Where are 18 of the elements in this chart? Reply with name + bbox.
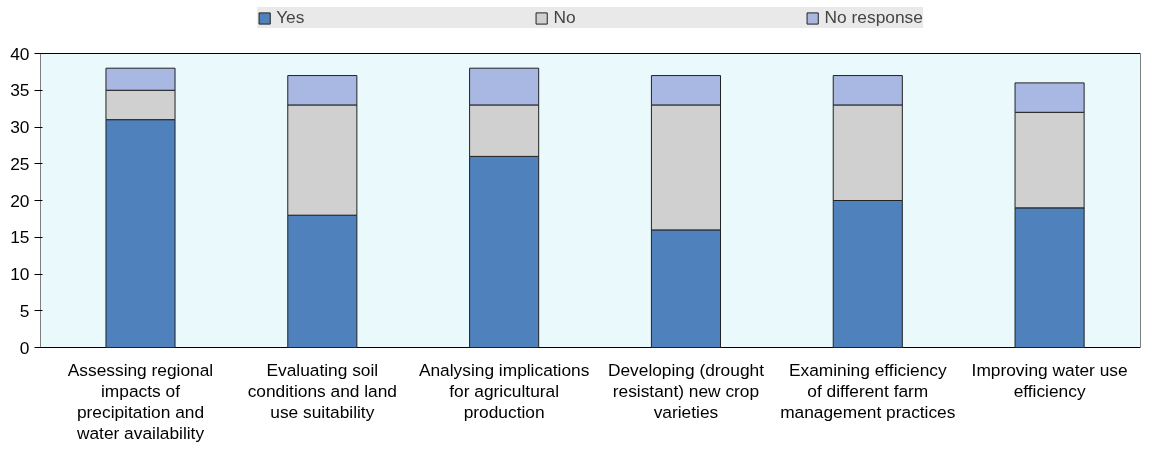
y-tick-label: 0 — [19, 337, 30, 358]
legend-label: Yes — [276, 7, 305, 28]
y-tick-label: 20 — [10, 190, 30, 211]
x-tick-label: Improving water use efficiency — [971, 359, 1128, 401]
x-tick-label: Analysing implications for agricultural production — [418, 359, 590, 422]
x-tick-label: Developing (drought resistant) new crop varieties — [607, 359, 765, 422]
legend-label: No — [553, 7, 576, 28]
y-tick-label: 15 — [10, 227, 30, 248]
y-tick-label: 40 — [10, 43, 30, 64]
y-tick-label: 25 — [10, 153, 30, 174]
x-tick-label: Examining efficiency of different farm management practices — [780, 359, 956, 422]
y-tick-label: 30 — [10, 117, 30, 137]
y-tick-label: 5 — [19, 300, 30, 321]
x-tick-label: Evaluating soil conditions and land use suitability — [247, 359, 397, 422]
legend-label: No response — [824, 7, 923, 28]
y-tick-label: 10 — [10, 264, 30, 284]
y-tick-label: 35 — [10, 80, 30, 101]
x-tick-label: Assessing regional impacts of precipitation and water availability — [67, 359, 214, 443]
